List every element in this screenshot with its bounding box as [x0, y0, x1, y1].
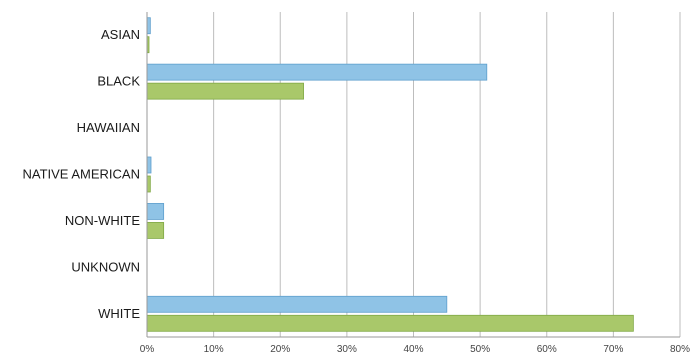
category-label: BLACK — [97, 74, 140, 89]
x-tick-label: 10% — [204, 344, 224, 355]
category-label: ASIAN — [101, 27, 140, 42]
x-tick-label: 70% — [603, 344, 623, 355]
category-label: WHITE — [98, 306, 140, 321]
bar — [146, 222, 165, 239]
x-tick-labels: 0% 10% 20% 30% 40% 50% 60% 70% 80% — [140, 344, 690, 355]
category-label: UNKNOWN — [71, 259, 140, 274]
bar — [146, 156, 152, 174]
category-label: NON-WHITE — [65, 213, 140, 228]
x-tick-label: 20% — [270, 344, 290, 355]
x-tick-label: 60% — [537, 344, 557, 355]
x-tick-label: 80% — [670, 344, 690, 355]
category-label: HAWAIIAN — [77, 120, 140, 135]
bar — [146, 82, 304, 100]
bar — [146, 295, 448, 313]
category-labels: ASIAN BLACK HAWAIIAN NATIVE AMERICAN NON-WHI… — [22, 27, 140, 321]
x-tick-label: 0% — [140, 344, 155, 355]
bars — [146, 17, 634, 332]
bar — [146, 314, 634, 332]
x-tick-label: 30% — [337, 344, 357, 355]
bar — [146, 63, 488, 81]
x-tick-label: 50% — [470, 344, 490, 355]
category-label: NATIVE AMERICAN — [22, 167, 140, 182]
grid-lines — [213, 12, 681, 337]
bar — [146, 203, 165, 220]
x-tick-label: 40% — [403, 344, 423, 355]
